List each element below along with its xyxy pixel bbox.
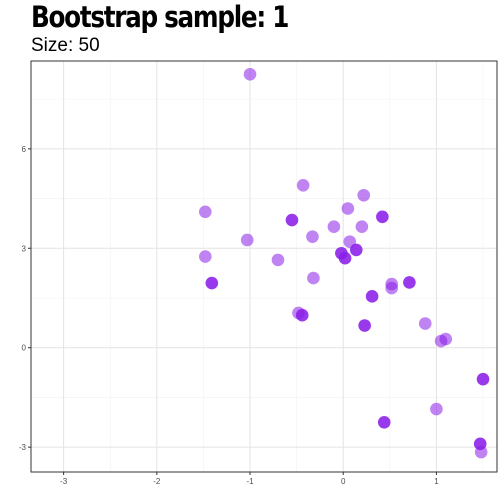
data-point [296,178,310,192]
panel-border [30,60,498,473]
x-tick-label: 1 [434,477,439,486]
y-tick-label: 0 [22,344,27,353]
data-point [240,233,254,247]
data-point [327,220,341,234]
y-tick-label: 3 [22,244,27,253]
data-point [198,250,212,263]
x-tick-label: -1 [246,477,254,486]
data-point [474,445,488,459]
data-point [355,220,369,234]
data-point [198,205,212,219]
y-axis-ticks: -3 0 3 6 [19,145,31,452]
data-point [377,415,391,429]
data-point [306,230,319,243]
data-point [341,202,355,215]
x-tick-label: -2 [153,477,161,486]
chart-title: Bootstrap sample: 1 [31,0,289,34]
data-point [205,276,219,290]
data-point [385,281,398,295]
data-point [295,308,309,322]
data-point [476,372,490,386]
data-point [271,253,285,267]
data-point [357,188,371,202]
data-point [376,210,389,224]
x-tick-label: -3 [60,477,68,486]
data-point [439,332,453,346]
x-tick-label: 0 [341,477,346,486]
data-point [403,276,416,289]
y-tick-label: -3 [19,443,27,452]
x-axis-ticks: -3 -2 -1 0 1 [60,472,439,486]
data-point [430,402,443,416]
y-tick-label: 6 [22,145,27,154]
data-point [243,67,257,81]
chart-subtitle: Size: 50 [31,35,100,56]
grid-lines [31,61,497,472]
data-point [285,213,299,227]
data-point [365,290,379,303]
data-point [418,317,432,330]
data-point [307,271,320,285]
data-points [198,67,490,459]
data-point [358,319,371,332]
data-point [338,251,352,265]
data-point [349,243,363,257]
